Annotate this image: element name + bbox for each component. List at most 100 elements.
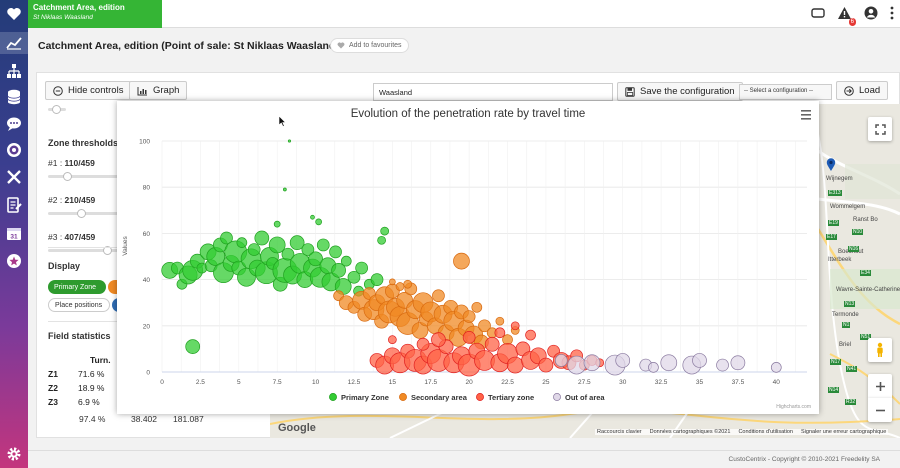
chart-point[interactable] bbox=[281, 247, 295, 261]
legend-marker[interactable] bbox=[329, 393, 337, 401]
map-marker-icon[interactable] bbox=[826, 158, 836, 175]
zone-threshold-slider[interactable] bbox=[48, 209, 118, 218]
chart-point[interactable] bbox=[502, 334, 513, 346]
zone-threshold-slider[interactable] bbox=[48, 246, 118, 255]
configuration-name-input[interactable]: Waasland bbox=[373, 83, 613, 101]
slider-knob[interactable] bbox=[103, 246, 113, 255]
sidebar-item-hierarchy[interactable] bbox=[5, 62, 23, 80]
sidebar-item-calendar[interactable]: 31 bbox=[5, 224, 23, 242]
hide-controls-button[interactable]: Hide controls bbox=[45, 81, 132, 100]
chart-point[interactable] bbox=[268, 236, 286, 254]
chart-point[interactable] bbox=[308, 251, 323, 267]
chart-point[interactable] bbox=[289, 235, 305, 250]
chart-point[interactable] bbox=[287, 139, 292, 143]
add-to-favourites-button[interactable]: Add to favourites bbox=[330, 38, 409, 53]
chart-point[interactable] bbox=[660, 354, 678, 372]
chart-point[interactable] bbox=[525, 329, 536, 341]
chart-point[interactable] bbox=[478, 319, 491, 333]
chart-point[interactable] bbox=[377, 235, 386, 245]
legend-marker[interactable] bbox=[553, 393, 561, 401]
chart-point[interactable] bbox=[716, 358, 729, 372]
save-configuration-button[interactable]: Save the configuration bbox=[617, 82, 743, 101]
chart-point[interactable] bbox=[370, 273, 384, 286]
chart-point[interactable] bbox=[403, 279, 413, 289]
chart-point[interactable] bbox=[484, 336, 500, 352]
chart-point[interactable] bbox=[432, 289, 445, 303]
fullscreen-button[interactable] bbox=[868, 117, 892, 141]
chart-point[interactable] bbox=[283, 187, 287, 192]
zoom-out-button[interactable] bbox=[868, 398, 892, 422]
map-attribution-item[interactable]: Données cartographiques ©2021 bbox=[649, 429, 731, 435]
chart-point[interactable] bbox=[770, 362, 782, 373]
chart-point[interactable] bbox=[648, 362, 659, 373]
slider-knob[interactable] bbox=[76, 209, 86, 218]
legend-marker[interactable] bbox=[476, 393, 484, 401]
app-tab[interactable]: Catchment Area, edition St Niklaas Waasl… bbox=[28, 0, 162, 28]
chart-point[interactable] bbox=[554, 354, 568, 367]
chart-point[interactable] bbox=[506, 356, 524, 374]
display-pill[interactable]: Place positions bbox=[48, 298, 110, 312]
chart-point[interactable] bbox=[236, 237, 248, 248]
chart-point[interactable] bbox=[462, 310, 476, 323]
map-attribution-item[interactable]: Raccourcis clavier bbox=[597, 429, 642, 435]
chart-point[interactable] bbox=[471, 301, 483, 313]
chart-point[interactable] bbox=[347, 270, 361, 284]
legend-marker[interactable] bbox=[399, 393, 407, 401]
chart-point[interactable] bbox=[273, 220, 281, 228]
chart-point[interactable] bbox=[315, 218, 322, 226]
display-pill[interactable]: Primary Zone bbox=[48, 280, 106, 294]
sidebar-item-tools[interactable] bbox=[5, 168, 23, 186]
chart-point[interactable] bbox=[316, 238, 330, 252]
chart-point[interactable] bbox=[388, 335, 397, 345]
chart-point[interactable] bbox=[615, 353, 631, 368]
window-icon[interactable] bbox=[811, 7, 825, 21]
load-button[interactable]: Load bbox=[836, 81, 889, 100]
more-menu-icon[interactable] bbox=[890, 6, 894, 23]
configuration-select[interactable]: -- Select a configuration -- bbox=[739, 84, 832, 100]
chart-point[interactable] bbox=[389, 278, 396, 286]
street-view-button[interactable] bbox=[868, 338, 892, 362]
chart-point[interactable] bbox=[301, 243, 315, 256]
sidebar-item-target[interactable] bbox=[5, 141, 23, 159]
chart-point[interactable] bbox=[329, 245, 342, 259]
sidebar-item-favorites[interactable] bbox=[5, 252, 23, 270]
chart-point[interactable] bbox=[431, 332, 446, 348]
chart-point[interactable] bbox=[538, 357, 554, 373]
chart-point[interactable] bbox=[185, 339, 201, 354]
zone-threshold-slider[interactable] bbox=[48, 172, 118, 181]
chart-point[interactable] bbox=[416, 337, 430, 351]
chart-point[interactable] bbox=[494, 327, 506, 339]
legend-label[interactable]: Secondary area bbox=[411, 393, 468, 402]
legend-label[interactable]: Out of area bbox=[565, 393, 605, 402]
chart-point[interactable] bbox=[310, 214, 315, 220]
chart-point[interactable] bbox=[355, 261, 368, 275]
legend-label[interactable]: Primary Zone bbox=[341, 393, 389, 402]
chart-point[interactable] bbox=[340, 255, 352, 267]
map-attribution-item[interactable]: Conditions d'utilisation bbox=[738, 429, 793, 435]
chart-point[interactable] bbox=[495, 316, 505, 326]
chart-point[interactable] bbox=[380, 226, 390, 236]
chart-point[interactable] bbox=[692, 353, 707, 368]
heart-logo-icon[interactable] bbox=[5, 5, 23, 23]
sidebar-item-forms[interactable] bbox=[5, 196, 23, 214]
chart-point[interactable] bbox=[567, 355, 586, 375]
notifications-icon[interactable]: 6 bbox=[837, 6, 856, 26]
chart-point[interactable] bbox=[462, 331, 476, 344]
zoom-in-button[interactable] bbox=[868, 374, 892, 398]
chart-point[interactable] bbox=[583, 354, 601, 372]
sidebar-item-database[interactable] bbox=[5, 88, 23, 106]
chart-point[interactable] bbox=[510, 321, 520, 331]
chart-point[interactable] bbox=[453, 252, 470, 270]
user-avatar-icon[interactable] bbox=[864, 6, 878, 23]
chart-point[interactable] bbox=[730, 355, 746, 371]
chart-point[interactable] bbox=[395, 282, 405, 291]
opacity-slider[interactable] bbox=[48, 105, 66, 114]
chart-point[interactable] bbox=[220, 231, 233, 245]
chart-point[interactable] bbox=[247, 243, 261, 256]
sidebar-item-analytics[interactable] bbox=[0, 32, 28, 54]
slider-knob[interactable] bbox=[62, 172, 72, 181]
chart-point[interactable] bbox=[254, 230, 270, 246]
legend-label[interactable]: Tertiary zone bbox=[488, 393, 534, 402]
graph-button[interactable]: Graph bbox=[129, 81, 188, 100]
chart-point[interactable] bbox=[331, 263, 346, 278]
